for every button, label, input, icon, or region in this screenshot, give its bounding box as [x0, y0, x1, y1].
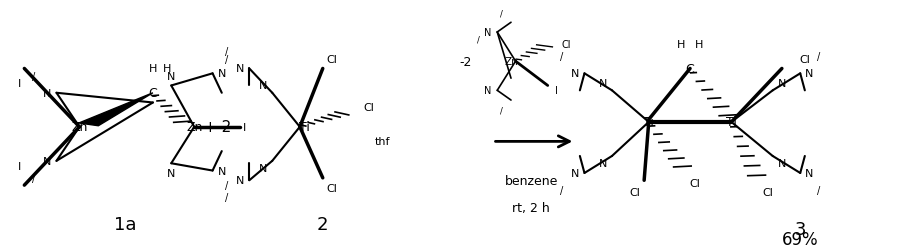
Text: /: /	[225, 47, 228, 57]
Text: Cl: Cl	[763, 188, 774, 198]
Text: + 2: + 2	[204, 120, 231, 135]
Text: /: /	[500, 106, 503, 115]
Text: N: N	[236, 64, 244, 74]
Text: Zn: Zn	[71, 121, 87, 134]
Text: N: N	[599, 79, 607, 89]
Text: N: N	[805, 69, 813, 79]
Text: Zn: Zn	[186, 121, 203, 134]
Text: N: N	[259, 164, 267, 173]
Text: N: N	[571, 69, 579, 79]
Text: I: I	[18, 79, 21, 89]
Text: Ti: Ti	[726, 116, 737, 129]
Text: N: N	[167, 168, 175, 178]
Text: 69%: 69%	[782, 230, 819, 248]
Text: 2: 2	[317, 215, 329, 233]
Text: N: N	[217, 166, 226, 176]
Text: /: /	[225, 192, 228, 202]
Text: 3: 3	[795, 220, 806, 238]
Text: H: H	[162, 64, 171, 74]
Text: /: /	[817, 185, 821, 195]
Text: Cl: Cl	[327, 183, 337, 193]
Text: N: N	[217, 69, 226, 79]
Text: N: N	[777, 79, 786, 89]
Text: Cl: Cl	[327, 54, 337, 64]
Text: N: N	[236, 176, 244, 186]
Text: /: /	[225, 180, 228, 190]
Text: /: /	[500, 9, 503, 18]
Text: Zn: Zn	[504, 57, 518, 67]
Text: N: N	[805, 168, 813, 178]
Text: -2: -2	[459, 56, 472, 68]
Polygon shape	[79, 94, 153, 126]
Text: /: /	[560, 52, 563, 62]
Text: I: I	[243, 122, 246, 132]
Text: C: C	[685, 63, 694, 76]
Text: Cl: Cl	[799, 54, 810, 64]
Text: Cl: Cl	[630, 188, 640, 198]
Text: /: /	[225, 54, 228, 64]
Text: /: /	[32, 173, 35, 183]
Text: N: N	[777, 158, 786, 168]
Text: N: N	[167, 72, 175, 82]
Text: benzene: benzene	[505, 174, 558, 187]
Text: H: H	[148, 64, 157, 74]
Text: N: N	[599, 158, 607, 168]
Text: /: /	[560, 185, 563, 195]
Text: Cl: Cl	[363, 103, 374, 113]
Text: rt, 2 h: rt, 2 h	[512, 201, 550, 214]
Text: H: H	[695, 40, 704, 50]
Text: Ti: Ti	[643, 116, 654, 129]
Text: N: N	[43, 88, 52, 98]
Text: C: C	[148, 87, 157, 100]
Text: /: /	[477, 36, 481, 44]
Text: N: N	[259, 81, 267, 91]
Text: H: H	[677, 40, 685, 50]
Text: /: /	[817, 52, 821, 62]
Text: N: N	[484, 28, 492, 38]
Text: N: N	[484, 86, 492, 96]
Text: N: N	[571, 168, 579, 178]
Text: I: I	[18, 161, 21, 171]
Text: Cl: Cl	[561, 40, 571, 50]
Text: N: N	[43, 156, 52, 166]
Text: /: /	[32, 72, 35, 82]
Text: Cl: Cl	[689, 178, 700, 188]
Text: I: I	[555, 86, 558, 96]
Text: thf: thf	[375, 137, 391, 147]
Text: 1a: 1a	[114, 215, 136, 233]
Text: Ti: Ti	[299, 121, 309, 134]
